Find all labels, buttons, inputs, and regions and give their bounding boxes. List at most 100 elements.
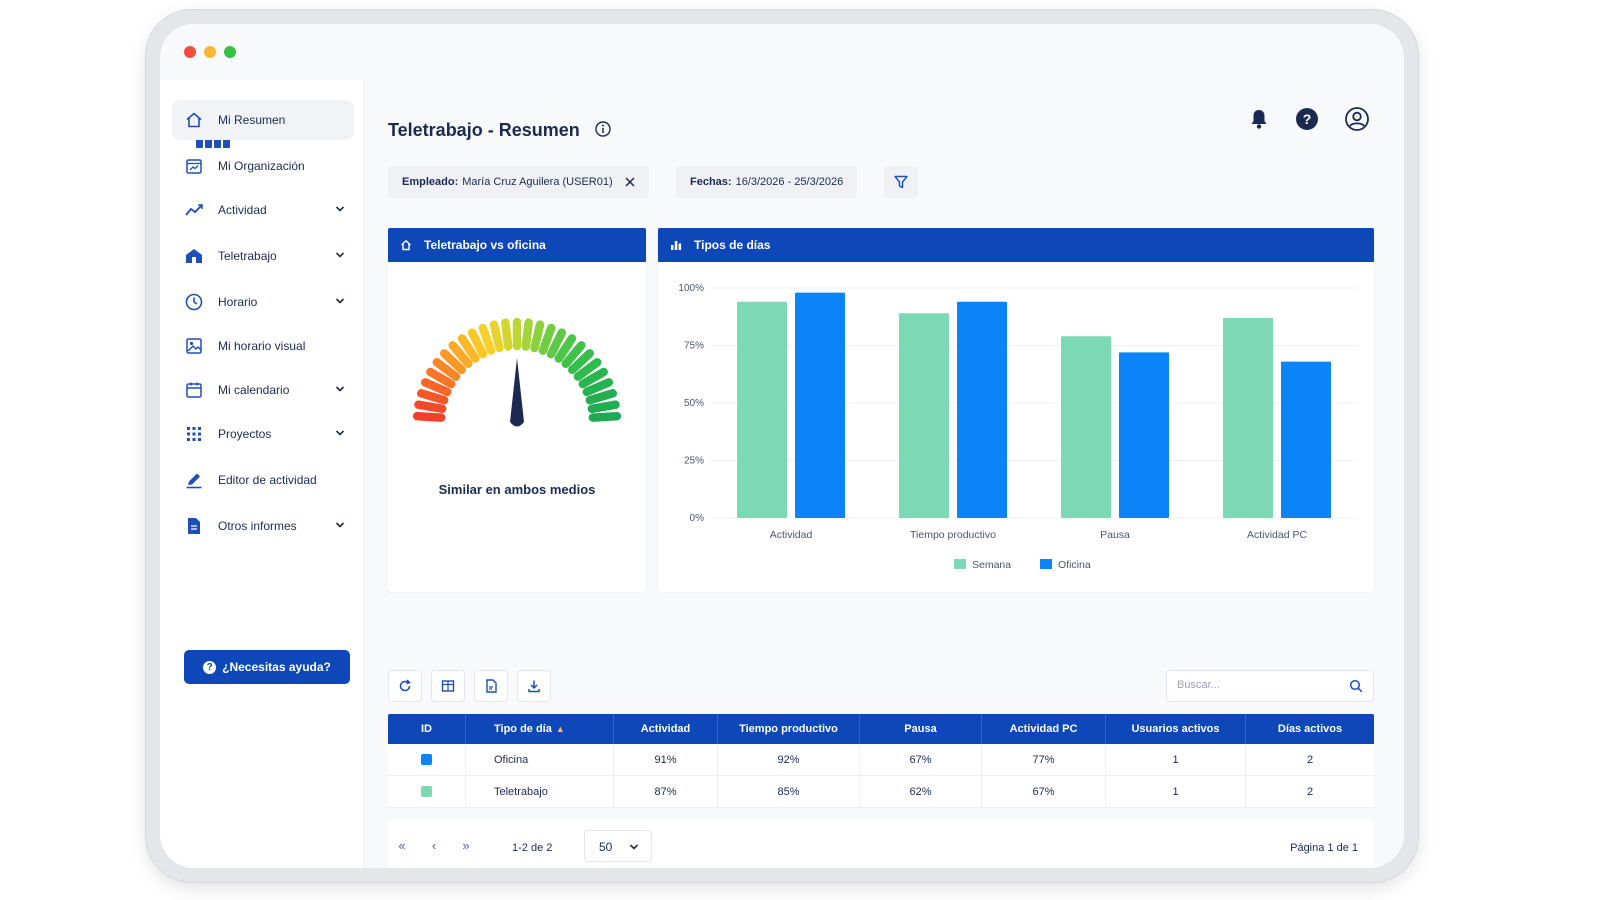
table-row[interactable]: Teletrabajo 87% 85% 62% 67% 1 2 — [388, 776, 1374, 808]
window-minimize-dot[interactable] — [204, 46, 216, 58]
export-pdf-button[interactable] — [474, 670, 508, 702]
row-color-swatch — [421, 754, 432, 765]
table-cell: 87% — [614, 776, 718, 807]
filter-button[interactable] — [884, 166, 918, 198]
search-box[interactable] — [1166, 670, 1374, 702]
x-category-label: Actividad PC — [1247, 529, 1308, 541]
gauge-segment — [538, 323, 556, 355]
table-cell: Teletrabajo — [466, 776, 614, 807]
legend-label-semana[interactable]: Semana — [972, 559, 1011, 571]
dates-filter-key: Fechas: — [690, 176, 732, 188]
pen-icon — [186, 473, 202, 489]
column-header-label: Tiempo productivo — [739, 723, 838, 735]
table-cell: 2 — [1306, 753, 1314, 766]
chevron-down-icon — [629, 844, 639, 850]
help-button[interactable]: ? ¿Necesitas ayuda? — [184, 650, 350, 684]
gauge-segment — [432, 358, 461, 381]
sidebar-item-label: Mi Resumen — [218, 113, 286, 127]
page-size-value: 50 — [599, 840, 613, 854]
column-header[interactable]: Actividad PC — [982, 714, 1106, 744]
column-header[interactable]: Actividad — [614, 714, 718, 744]
sidebar-item-mi-calendario[interactable]: Mi calendario — [172, 370, 354, 410]
sidebar-item-proyectos[interactable]: Proyectos — [172, 414, 354, 454]
page-size-select[interactable]: 50 — [584, 830, 652, 862]
bar-oficina-3[interactable] — [1281, 361, 1331, 518]
bar-oficina-0[interactable] — [795, 292, 845, 518]
sidebar-item-mi-resumen[interactable]: Mi Resumen — [172, 100, 354, 140]
clock-icon — [185, 293, 203, 311]
employee-filter-chip[interactable]: Empleado: María Cruz Aguilera (USER01) — [388, 166, 649, 198]
x-category-label: Pausa — [1100, 529, 1130, 541]
remote-home-icon — [186, 249, 202, 263]
bar-semana-1[interactable] — [899, 313, 949, 518]
y-tick-label: 100% — [678, 283, 704, 294]
grid-icon — [187, 427, 201, 441]
info-icon[interactable] — [594, 120, 612, 138]
day-types-header: Tipos de días — [658, 228, 1374, 262]
gauge-segment — [530, 320, 545, 353]
employee-filter-key: Empleado: — [402, 176, 459, 188]
column-header[interactable]: Tipo de día ▲ — [466, 714, 614, 744]
chevron-down-icon — [335, 430, 345, 436]
table-header-row: ID Tipo de día ▲ Actividad Tiempo productivo… — [388, 714, 1374, 744]
column-header[interactable]: Días activos — [1246, 714, 1374, 744]
sidebar-item-actividad[interactable]: Actividad — [172, 190, 354, 230]
sidebar-item-mi-horario-visual[interactable]: Mi horario visual — [172, 326, 354, 366]
day-types-bar-chart: 0% 25% 50% 75% 100% Actividad Tiempo productiv… — [678, 283, 1358, 571]
window-close-dot[interactable] — [184, 46, 196, 58]
column-header[interactable]: ID — [388, 714, 466, 744]
sidebar-item-mi-organizacion[interactable]: Mi Organización — [172, 146, 354, 186]
bell-icon[interactable] — [1246, 106, 1272, 132]
first-page-button[interactable]: « — [398, 838, 406, 853]
bar-semana-0[interactable] — [737, 301, 787, 518]
bar-semana-2[interactable] — [1061, 336, 1111, 518]
document-icon — [188, 518, 200, 534]
table-row[interactable]: Oficina 91% 92% 67% 77% 1 2 — [388, 744, 1374, 776]
table-cell: 85% — [718, 776, 860, 807]
sidebar-item-teletrabajo[interactable]: Teletrabajo — [172, 236, 354, 276]
pagination: « ‹ » 1-2 de 2 50 Página 1 de 1 — [388, 820, 1374, 868]
table-cell: 67% — [860, 744, 982, 775]
table-cell: 91% — [614, 744, 718, 775]
sort-ascending-icon[interactable]: ▲ — [555, 724, 565, 734]
column-header-label: ID — [421, 723, 432, 735]
download-button[interactable] — [517, 670, 551, 702]
column-header[interactable]: Tiempo productivo — [718, 714, 860, 744]
sidebar-item-editor-de-actividad[interactable]: Editor de actividad — [172, 460, 354, 500]
sidebar-item-label: Editor de actividad — [218, 473, 317, 487]
row-color-swatch — [421, 786, 432, 797]
legend-label-oficina[interactable]: Oficina — [1058, 559, 1091, 571]
bar-oficina-1[interactable] — [957, 301, 1007, 518]
columns-button[interactable] — [431, 670, 465, 702]
gauge-segment — [467, 328, 488, 359]
page-range: 1-2 de 2 — [512, 842, 553, 854]
x-category-label: Actividad — [770, 529, 813, 541]
refresh-button[interactable] — [388, 670, 422, 702]
sidebar-item-label: Mi Organización — [218, 159, 305, 173]
table-cell: 92% — [718, 744, 860, 775]
search-icon[interactable] — [1349, 679, 1363, 693]
sidebar-item-horario[interactable]: Horario — [172, 282, 354, 322]
window-maximize-dot[interactable] — [224, 46, 236, 58]
user-account-icon[interactable] — [1344, 106, 1370, 132]
bar-semana-3[interactable] — [1223, 317, 1273, 518]
table-cell-id — [388, 744, 466, 775]
column-header[interactable]: Pausa — [860, 714, 982, 744]
prev-page-button[interactable]: ‹ — [431, 838, 437, 853]
table-cell: 1 — [1106, 776, 1246, 807]
table-cell: 1 — [1106, 744, 1246, 775]
column-header[interactable]: Usuarios activos — [1106, 714, 1246, 744]
sidebar-item-label: Proyectos — [218, 427, 272, 441]
table-cell: 67% — [982, 776, 1106, 807]
dates-filter-chip[interactable]: Fechas: 16/3/2026 - 25/3/2026 — [676, 166, 858, 198]
gauge-segment — [561, 341, 586, 369]
next-page-button[interactable]: » — [462, 838, 470, 853]
bar-oficina-2[interactable] — [1119, 352, 1169, 518]
sidebar-item-otros-informes[interactable]: Otros informes — [172, 506, 354, 546]
close-icon[interactable] — [625, 177, 635, 187]
table-cell: 77% — [982, 744, 1106, 775]
help-circle-icon[interactable]: ? — [1294, 106, 1320, 132]
search-input[interactable] — [1177, 679, 1337, 691]
telework-vs-office-card: Teletrabajo vs oficina Similar en ambos … — [388, 228, 646, 592]
